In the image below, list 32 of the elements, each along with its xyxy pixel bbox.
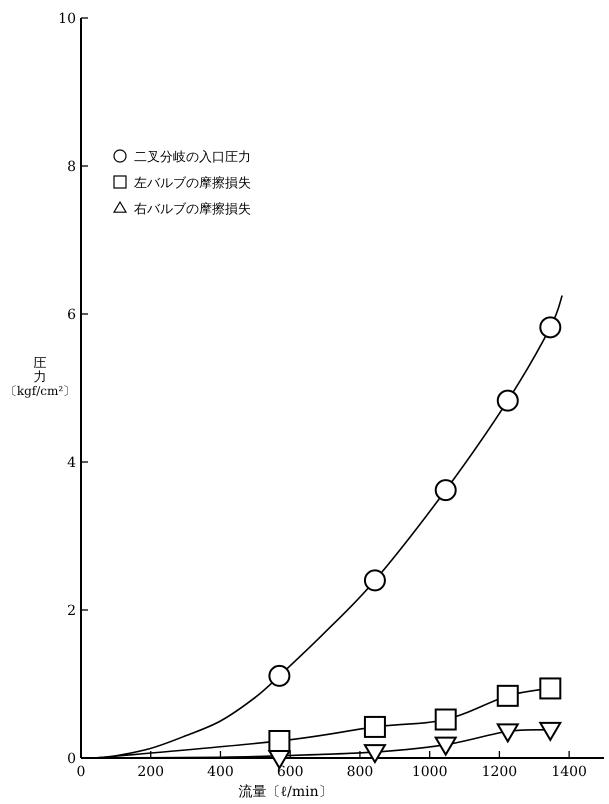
y-tick-label: 4 <box>67 455 76 471</box>
x-tick-label: 1200 <box>482 764 518 780</box>
legend-label: 右バルブの摩擦損失 <box>134 202 251 217</box>
x-tick-label: 400 <box>207 764 234 780</box>
point <box>364 569 386 592</box>
legend-label: 左バルブの摩擦損失 <box>134 176 251 191</box>
point <box>539 316 562 338</box>
point <box>364 744 386 764</box>
y-tick-label: 2 <box>67 603 76 619</box>
point <box>539 722 562 741</box>
x-tick-label: 1000 <box>412 764 448 780</box>
point <box>434 479 457 502</box>
y-tick-label: 10 <box>58 11 76 27</box>
point <box>496 723 519 742</box>
y-tick-label: 0 <box>67 751 76 767</box>
point <box>539 677 562 700</box>
point <box>268 664 290 687</box>
x-tick-label: 1400 <box>551 764 587 780</box>
x-tick-label: 600 <box>276 764 304 780</box>
point <box>434 708 457 731</box>
y-axis-title: 圧力〔kgf/cm²〕 <box>4 356 76 398</box>
y-tick-label: 8 <box>67 159 76 175</box>
x-tick-label: 200 <box>137 764 164 780</box>
x-axis-title: 流量〔ℓ/min〕 <box>238 784 333 800</box>
y-tick-label: 6 <box>67 307 76 323</box>
x-tick-label: 800 <box>346 764 374 780</box>
point <box>268 730 290 752</box>
point <box>364 716 386 738</box>
point <box>434 736 457 756</box>
point <box>496 684 519 707</box>
point <box>496 390 519 412</box>
legend-label: 二叉分岐の入口圧力 <box>134 150 251 165</box>
